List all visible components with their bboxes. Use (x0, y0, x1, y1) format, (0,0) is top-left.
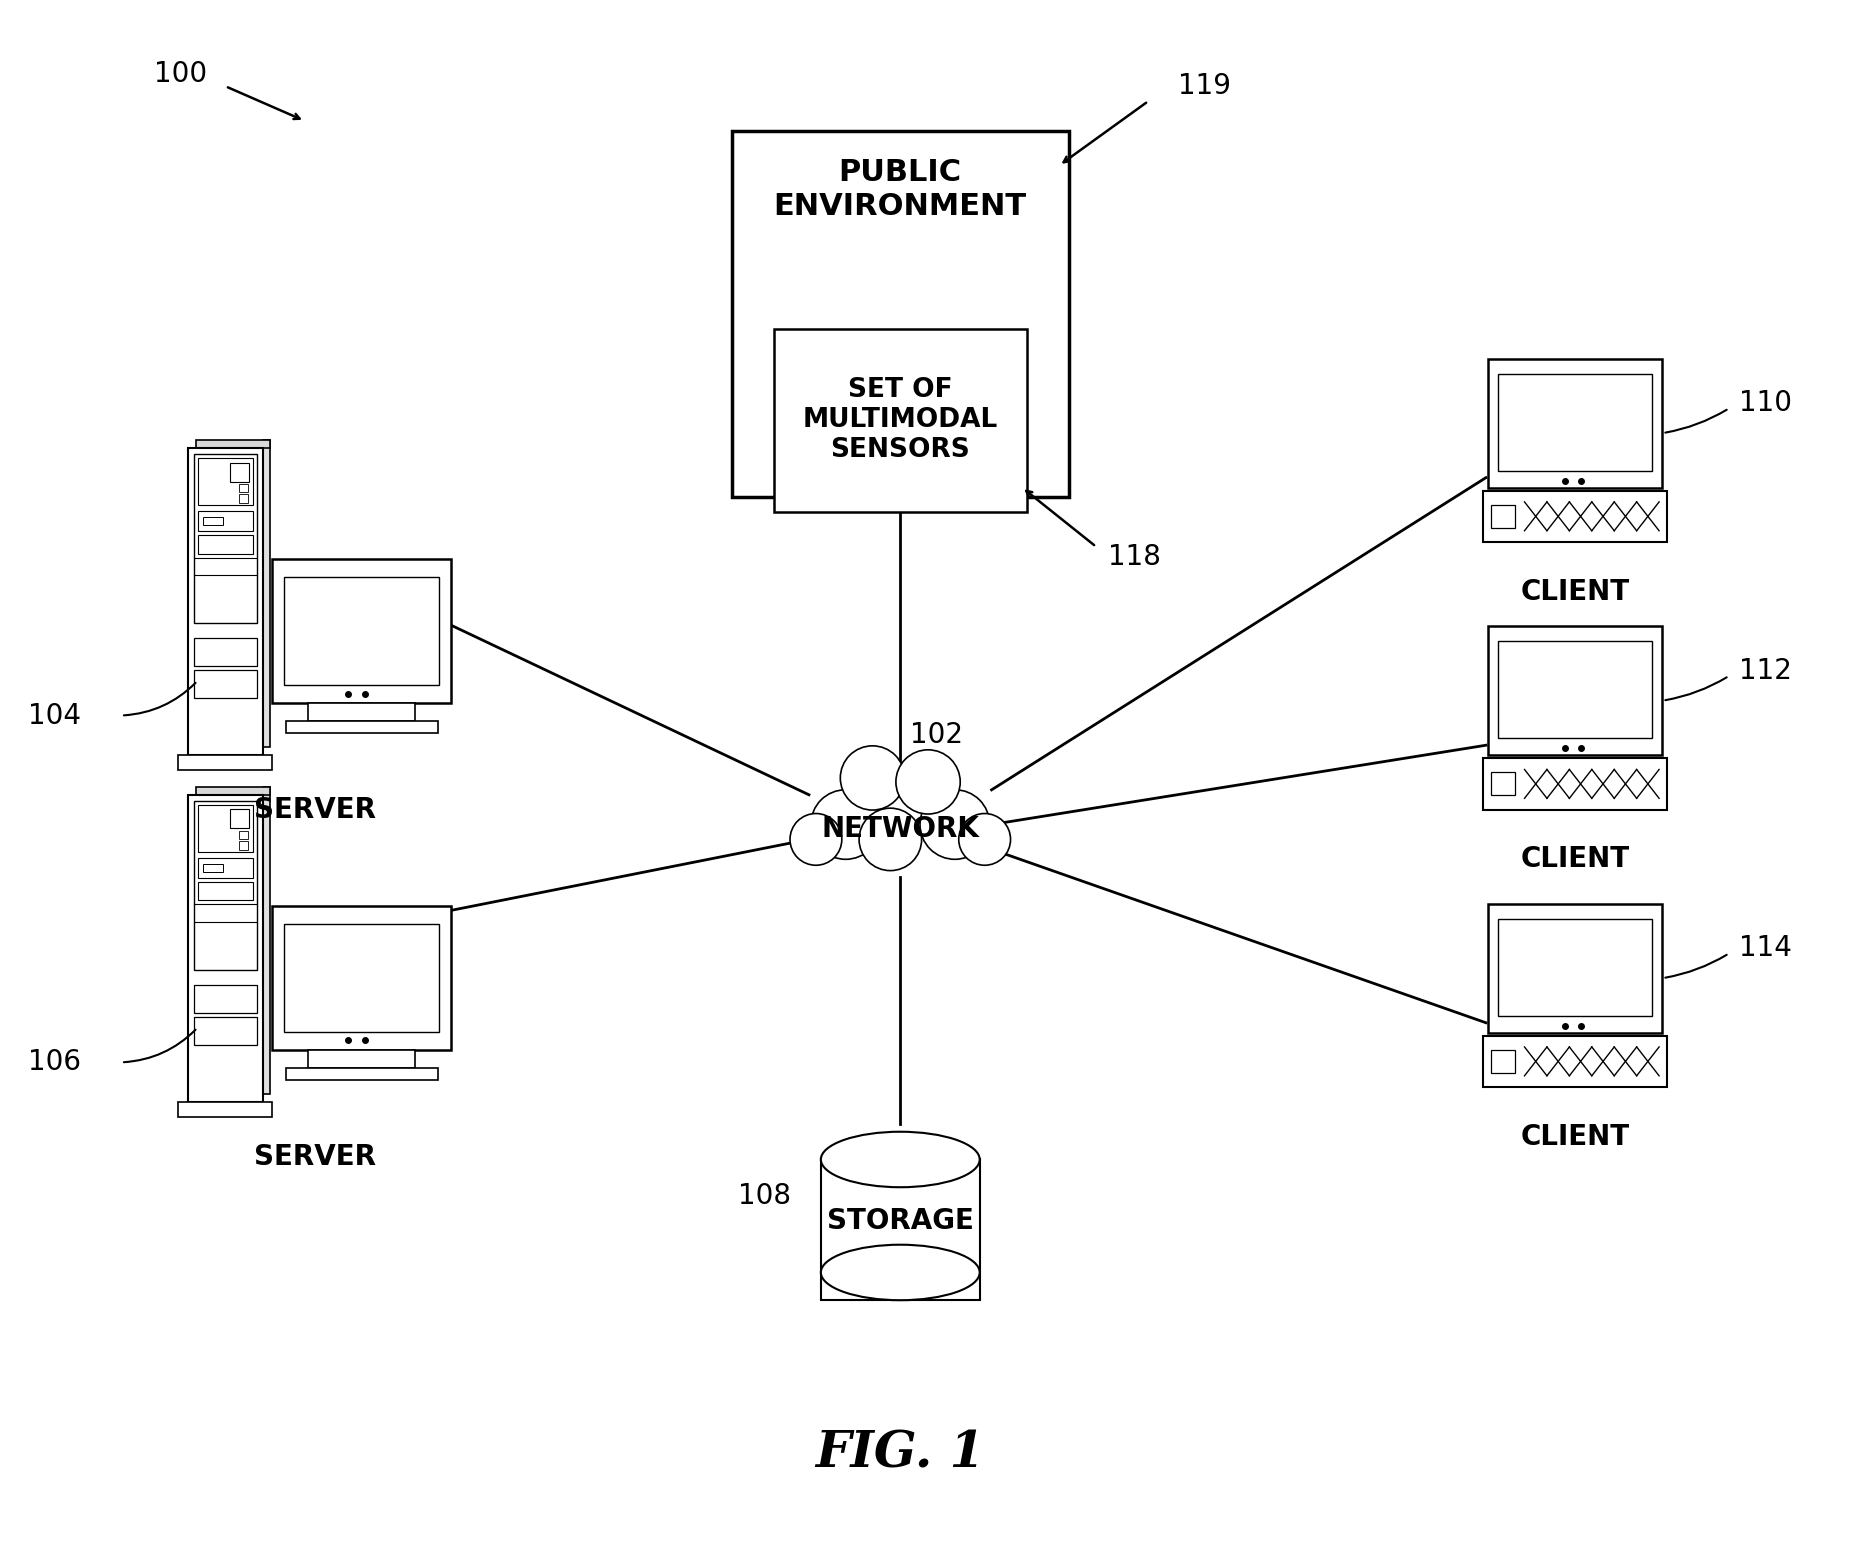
FancyBboxPatch shape (178, 755, 272, 770)
Text: SERVER: SERVER (253, 1143, 376, 1170)
Text: 106: 106 (28, 1048, 81, 1076)
FancyBboxPatch shape (240, 494, 247, 503)
Text: 110: 110 (1738, 389, 1792, 417)
Text: PUBLIC
ENVIRONMENT: PUBLIC ENVIRONMENT (774, 157, 1026, 221)
FancyBboxPatch shape (262, 787, 270, 1095)
FancyBboxPatch shape (272, 906, 451, 1050)
FancyBboxPatch shape (195, 670, 257, 698)
FancyBboxPatch shape (309, 1050, 416, 1068)
Circle shape (959, 814, 1011, 865)
FancyBboxPatch shape (199, 459, 253, 505)
Circle shape (895, 750, 961, 814)
FancyBboxPatch shape (199, 882, 253, 900)
Circle shape (860, 808, 922, 871)
FancyBboxPatch shape (287, 1068, 438, 1079)
FancyBboxPatch shape (199, 804, 253, 852)
FancyBboxPatch shape (197, 787, 270, 795)
FancyBboxPatch shape (1489, 358, 1661, 488)
FancyBboxPatch shape (1491, 1050, 1515, 1073)
FancyBboxPatch shape (199, 536, 253, 554)
FancyBboxPatch shape (187, 795, 262, 1102)
FancyBboxPatch shape (1483, 1036, 1667, 1087)
Circle shape (811, 789, 880, 860)
Text: 118: 118 (1109, 543, 1161, 571)
FancyBboxPatch shape (820, 1160, 980, 1300)
Circle shape (852, 763, 938, 848)
Text: NETWORK: NETWORK (822, 815, 980, 843)
FancyBboxPatch shape (285, 577, 438, 686)
Ellipse shape (820, 1132, 980, 1187)
FancyBboxPatch shape (204, 865, 223, 872)
FancyBboxPatch shape (732, 131, 1069, 497)
Text: SERVER: SERVER (253, 795, 376, 823)
FancyBboxPatch shape (1489, 627, 1661, 755)
Text: 112: 112 (1738, 656, 1792, 686)
Text: 114: 114 (1738, 934, 1792, 962)
Text: CLIENT: CLIENT (1521, 845, 1630, 874)
FancyBboxPatch shape (195, 985, 257, 1013)
FancyBboxPatch shape (262, 440, 270, 747)
FancyBboxPatch shape (1491, 505, 1515, 528)
FancyBboxPatch shape (187, 448, 262, 755)
FancyBboxPatch shape (272, 559, 451, 703)
FancyBboxPatch shape (199, 511, 253, 531)
FancyBboxPatch shape (1498, 919, 1652, 1016)
Circle shape (920, 789, 989, 860)
Text: 102: 102 (910, 721, 963, 749)
FancyBboxPatch shape (204, 517, 223, 525)
FancyBboxPatch shape (197, 440, 270, 448)
FancyBboxPatch shape (230, 463, 249, 482)
FancyBboxPatch shape (230, 809, 249, 829)
FancyBboxPatch shape (1489, 903, 1661, 1033)
FancyBboxPatch shape (285, 925, 438, 1031)
FancyBboxPatch shape (287, 721, 438, 733)
Text: CLIENT: CLIENT (1521, 1122, 1630, 1150)
FancyBboxPatch shape (195, 1017, 257, 1045)
Text: CLIENT: CLIENT (1521, 577, 1630, 605)
Circle shape (841, 746, 905, 811)
Text: 119: 119 (1178, 73, 1231, 100)
FancyBboxPatch shape (195, 454, 257, 622)
FancyBboxPatch shape (1483, 758, 1667, 809)
FancyBboxPatch shape (1483, 491, 1667, 542)
FancyBboxPatch shape (195, 801, 257, 970)
FancyBboxPatch shape (1498, 374, 1652, 471)
FancyBboxPatch shape (774, 329, 1026, 513)
FancyBboxPatch shape (309, 703, 416, 721)
Text: FIG. 1: FIG. 1 (815, 1430, 985, 1478)
FancyBboxPatch shape (178, 1102, 272, 1116)
FancyBboxPatch shape (1498, 641, 1652, 738)
Text: 108: 108 (738, 1183, 790, 1210)
FancyBboxPatch shape (1491, 772, 1515, 795)
FancyBboxPatch shape (240, 483, 247, 493)
FancyBboxPatch shape (240, 831, 247, 840)
FancyBboxPatch shape (195, 638, 257, 665)
FancyBboxPatch shape (822, 1133, 980, 1160)
Text: SET OF
MULTIMODAL
SENSORS: SET OF MULTIMODAL SENSORS (804, 377, 998, 463)
FancyBboxPatch shape (240, 841, 247, 849)
Text: 104: 104 (28, 701, 81, 729)
FancyBboxPatch shape (199, 858, 253, 879)
Text: 100: 100 (154, 60, 208, 88)
Text: STORAGE: STORAGE (826, 1207, 974, 1235)
Circle shape (790, 814, 841, 865)
Ellipse shape (820, 1244, 980, 1300)
